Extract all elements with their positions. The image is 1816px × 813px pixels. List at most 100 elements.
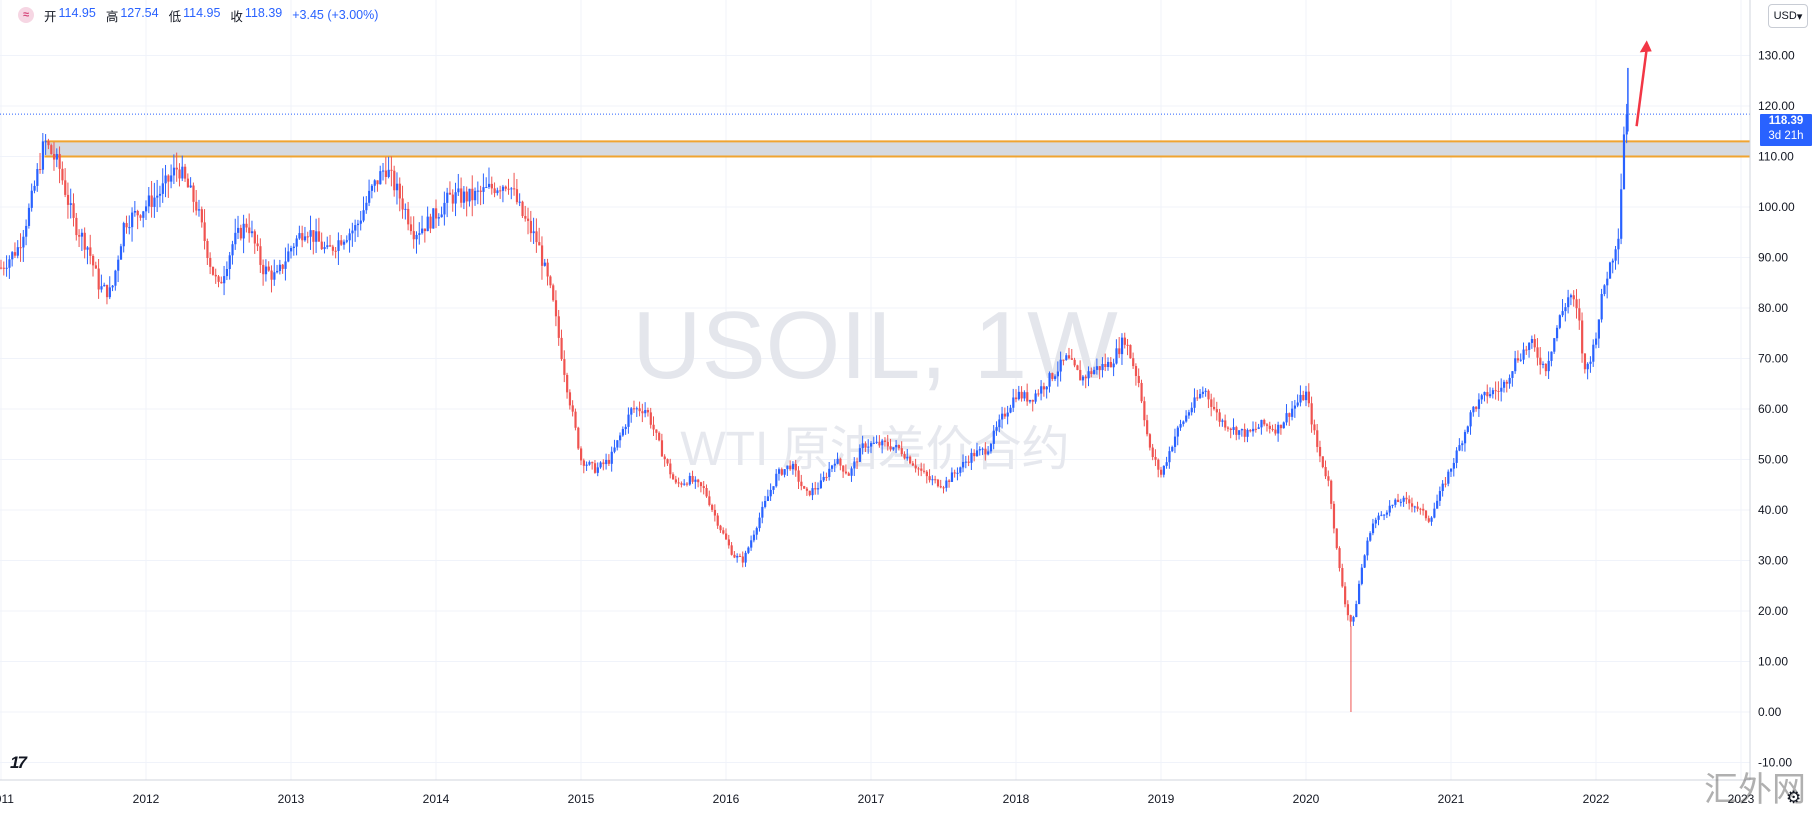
candle-body (889, 446, 892, 450)
candle-body (738, 555, 742, 557)
candle-body (1542, 363, 1545, 365)
candle-body (1494, 390, 1497, 392)
candle-body (783, 469, 786, 475)
candle-body (1441, 483, 1444, 492)
candle-body (936, 479, 940, 487)
candle-body (1009, 407, 1012, 413)
candle-body (401, 198, 404, 210)
candle-body (1385, 512, 1389, 515)
candle-body (808, 490, 811, 496)
candle-body (917, 468, 920, 470)
candle-body (78, 235, 81, 237)
candle-body (443, 202, 446, 215)
candle-body (1196, 397, 1199, 399)
candle-body (1324, 467, 1327, 477)
trend-arrow[interactable] (1635, 40, 1652, 127)
time-axis[interactable]: 2011 2012 2013 2014 2015 2016 2017 2018 2019 2020… (0, 779, 1755, 806)
candle-body (281, 264, 284, 269)
candle-body (755, 528, 758, 535)
candle-body (674, 479, 678, 483)
candle-body (1427, 518, 1430, 522)
resistance-zone[interactable] (44, 140, 1751, 158)
candle-body (55, 153, 58, 160)
candle-body (1444, 483, 1447, 485)
candle-body (50, 145, 53, 154)
time-tick-label: 2017 (858, 792, 885, 806)
gear-icon[interactable]: ⚙ (1786, 788, 1802, 807)
candle-body (803, 486, 806, 489)
candle-body (942, 487, 945, 489)
currency-selector[interactable]: USD ▾ (1768, 4, 1808, 28)
candle-body (766, 496, 770, 501)
candle-body (1583, 353, 1587, 370)
candle-body (1224, 420, 1227, 428)
candle-body (789, 465, 792, 470)
candle-body (560, 337, 563, 360)
candle-body (117, 259, 120, 271)
candle-body (11, 252, 14, 260)
price-tick-label: 30.00 (1758, 554, 1788, 568)
candle-body (931, 479, 934, 481)
candle-body (1330, 480, 1333, 504)
price-axis[interactable]: -10.00 0.00 10.00 20.00 30.00 40.00 50.00 60.00… (1749, 0, 1795, 780)
candle-body (1012, 397, 1015, 408)
candle-body (1302, 394, 1305, 401)
candle-body (142, 211, 145, 218)
candle-body (1553, 338, 1556, 352)
candle-body (404, 208, 407, 210)
candle-body (482, 187, 485, 192)
candle-body (317, 231, 321, 242)
candle-body (1581, 320, 1584, 354)
candle-body (276, 270, 279, 273)
candle-body (613, 447, 616, 452)
candle-body (342, 241, 346, 245)
candle-body (100, 286, 103, 290)
candle-body (870, 443, 873, 447)
candle-body (1558, 315, 1561, 328)
candle-body (278, 264, 282, 271)
candle-body (616, 440, 619, 448)
candle-body (292, 246, 295, 249)
candle-body (672, 474, 675, 480)
candle-body (1366, 540, 1369, 556)
candle-body (362, 210, 365, 221)
candle-body (1215, 409, 1218, 413)
price-tick-label: 20.00 (1758, 604, 1788, 618)
candle-body (384, 170, 388, 177)
candle-body (1235, 427, 1238, 435)
candle-body (1600, 294, 1603, 320)
candle-body (973, 452, 976, 457)
price-tick-label: 10.00 (1758, 655, 1788, 669)
candle-body (119, 246, 123, 260)
candle-body (1109, 361, 1113, 368)
candle-body (535, 231, 538, 243)
candle-body (423, 228, 427, 232)
candle-body (186, 178, 190, 188)
time-tick-label: 2018 (1003, 792, 1030, 806)
candle-body (719, 525, 722, 531)
candle-body (237, 227, 240, 233)
candle-body (964, 461, 968, 463)
candle-body (529, 220, 533, 234)
candle-body (1112, 363, 1115, 368)
candle-body (644, 410, 647, 414)
candle-body (627, 414, 630, 427)
ohlc-change: +3.45 (+3.00%) (292, 8, 379, 22)
symbol-icon[interactable]: ≈ (18, 7, 34, 23)
candle-body (722, 530, 725, 534)
candle-body (83, 232, 86, 250)
candle-body (114, 270, 117, 286)
tradingview-logo-icon[interactable]: 17 (10, 753, 27, 772)
candle-body (1436, 500, 1439, 509)
candle-body (864, 443, 867, 448)
candle-body (697, 479, 700, 483)
candle-body (382, 170, 385, 172)
candle-body (1282, 422, 1285, 429)
candle-body (571, 405, 574, 412)
candle-body (1179, 424, 1182, 428)
candle-body (956, 472, 959, 474)
candle-body (111, 285, 114, 288)
candle-body (992, 430, 995, 444)
time-tick-label: 2013 (278, 792, 305, 806)
